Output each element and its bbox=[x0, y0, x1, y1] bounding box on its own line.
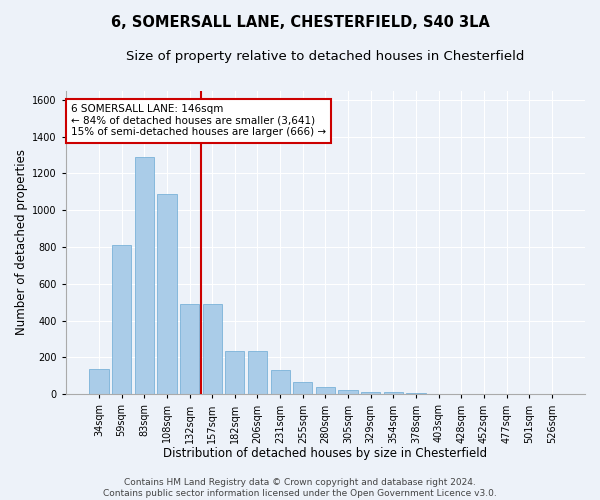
Text: 6 SOMERSALL LANE: 146sqm
← 84% of detached houses are smaller (3,641)
15% of sem: 6 SOMERSALL LANE: 146sqm ← 84% of detach… bbox=[71, 104, 326, 138]
Bar bbox=[338, 390, 358, 394]
Bar bbox=[225, 351, 244, 395]
Bar bbox=[361, 392, 380, 394]
Bar bbox=[134, 157, 154, 394]
Title: Size of property relative to detached houses in Chesterfield: Size of property relative to detached ho… bbox=[126, 50, 524, 63]
Bar bbox=[248, 351, 267, 395]
Bar bbox=[112, 245, 131, 394]
X-axis label: Distribution of detached houses by size in Chesterfield: Distribution of detached houses by size … bbox=[163, 447, 487, 460]
Y-axis label: Number of detached properties: Number of detached properties bbox=[15, 150, 28, 336]
Bar bbox=[293, 382, 313, 394]
Bar bbox=[180, 304, 199, 394]
Bar bbox=[203, 304, 222, 394]
Bar bbox=[384, 392, 403, 394]
Bar bbox=[89, 368, 109, 394]
Text: Contains HM Land Registry data © Crown copyright and database right 2024.
Contai: Contains HM Land Registry data © Crown c… bbox=[103, 478, 497, 498]
Bar bbox=[316, 387, 335, 394]
Text: 6, SOMERSALL LANE, CHESTERFIELD, S40 3LA: 6, SOMERSALL LANE, CHESTERFIELD, S40 3LA bbox=[110, 15, 490, 30]
Bar bbox=[157, 194, 176, 394]
Bar bbox=[271, 370, 290, 394]
